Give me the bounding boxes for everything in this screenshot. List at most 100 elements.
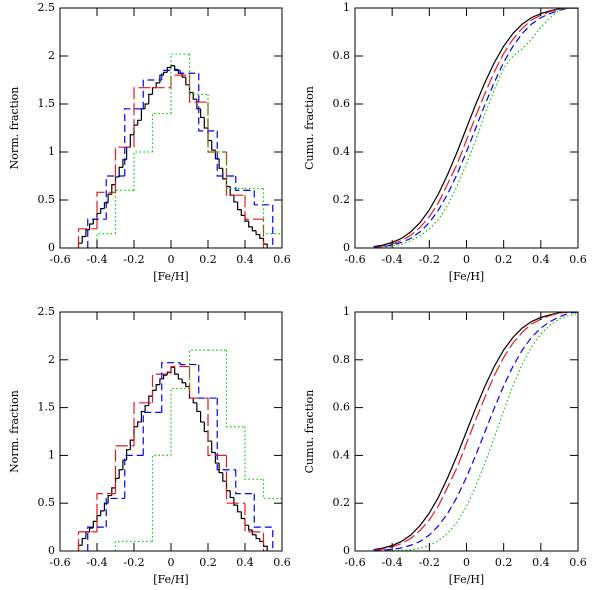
histogram-step [170,365,190,375]
histogram-step [87,526,107,551]
histogram-step [233,195,238,203]
x-tick-label: -0.4 [382,556,403,569]
x-axis-label: [Fe/H] [153,573,188,586]
histogram-step [188,54,208,95]
histogram-step [111,487,116,496]
histogram-step [237,505,242,513]
histogram-step [200,108,205,119]
histogram-step [118,166,123,177]
x-tick-label: 0 [168,253,175,266]
histogram-step [235,176,255,191]
x-axis-label: [Fe/H] [449,270,484,283]
histogram-step [233,497,238,506]
cumulative-line [373,8,578,248]
histogram-step [198,364,218,399]
y-tick-label: 1 [343,305,350,318]
x-tick-label: -0.2 [419,253,440,266]
histogram-step [163,374,168,379]
histogram-step [240,511,245,520]
plot-area [373,312,578,551]
histogram-step [225,455,245,504]
x-tick-label: 0.6 [273,556,291,569]
histogram-step [174,367,179,375]
x-tick-label: 0 [463,253,470,266]
histogram-step [114,189,134,234]
histogram-step [77,228,97,248]
histogram-step [129,439,134,450]
histogram-step [185,77,190,86]
x-tick-label: 0.2 [199,556,217,569]
y-tick-label: 0.5 [38,193,56,206]
y-tick-label: 0 [48,544,55,557]
x-axis-label: [Fe/H] [153,270,188,283]
axes-frame [354,7,579,249]
histogram-step [255,230,260,236]
y-tick-label: 0.4 [333,145,351,158]
histogram-step [81,537,86,546]
histogram-step [151,373,171,403]
histogram-step [133,402,153,446]
cumulative-line [373,312,578,551]
histogram-step [170,387,190,456]
y-tick-label: 0.6 [333,97,351,110]
histogram-step [177,374,183,380]
y-tick-label: 0.4 [333,448,351,461]
y-axis-label: Cumu. fraction [303,390,316,474]
histogram-step [244,503,265,551]
histogram-step [225,152,245,196]
histogram-step [126,146,131,160]
histogram-step [151,454,171,542]
histogram-step [140,108,146,121]
histogram-step [137,119,142,126]
histogram-step [103,502,109,511]
histogram-step [163,71,168,76]
histogram-step [237,201,242,211]
panel: -0.6 -0.4 -0.2 0 0.2 0.4 0.6 0 0.2 0.4 0.6 0.8 1 [Fe/… [303,1,587,283]
histogram-step [179,70,199,74]
histogram-step [105,175,125,220]
histogram-step [159,378,164,385]
histogram-step [114,540,134,551]
y-axis-label: Cumu. fraction [303,86,316,170]
histogram-step [248,525,253,531]
y-tick-label: 1.5 [38,401,56,414]
y-tick-label: 0 [343,241,350,254]
x-tick-label: -0.6 [49,556,70,569]
histogram-step [174,65,179,71]
histogram-step [129,134,134,148]
x-tick-label: -0.2 [419,556,440,569]
histogram-step [89,527,94,532]
histogram-step [181,378,186,384]
x-tick-label: 0.6 [569,556,587,569]
y-tick-label: 0.6 [333,401,351,414]
histogram-step [151,113,171,152]
histogram-step [229,186,234,196]
panel: -0.6 -0.4 -0.2 0 0.2 0.4 0.6 0 0.5 1 1.5 2 2.5 [Fe/H]… [8,1,291,283]
histogram-step [144,103,149,109]
y-axis-label: Norm. fraction [8,390,21,473]
histogram-step [255,534,260,540]
histogram-step [214,452,220,464]
histogram-step [103,202,109,209]
cumulative-line [373,312,578,551]
histogram-step [216,130,236,177]
histogram-step [142,79,162,109]
y-tick-label: 1 [48,448,55,461]
histogram-step [240,209,245,216]
histogram-step [207,398,227,456]
histogram-step [144,405,149,412]
histogram-step [200,411,205,423]
x-tick-label: 0.6 [273,253,291,266]
x-tick-label: -0.4 [86,253,107,266]
histogram-step [155,82,160,88]
x-tick-label: 0.4 [532,253,550,266]
y-tick-label: 2 [48,353,55,366]
histogram-step [251,226,257,232]
y-axis-label: Norm. fraction [8,87,21,170]
histogram-step [192,398,197,404]
histogram-step [155,384,160,391]
cumulative-line [373,8,578,248]
x-axis-label: [Fe/H] [449,573,484,586]
y-tick-label: 1 [343,1,350,14]
